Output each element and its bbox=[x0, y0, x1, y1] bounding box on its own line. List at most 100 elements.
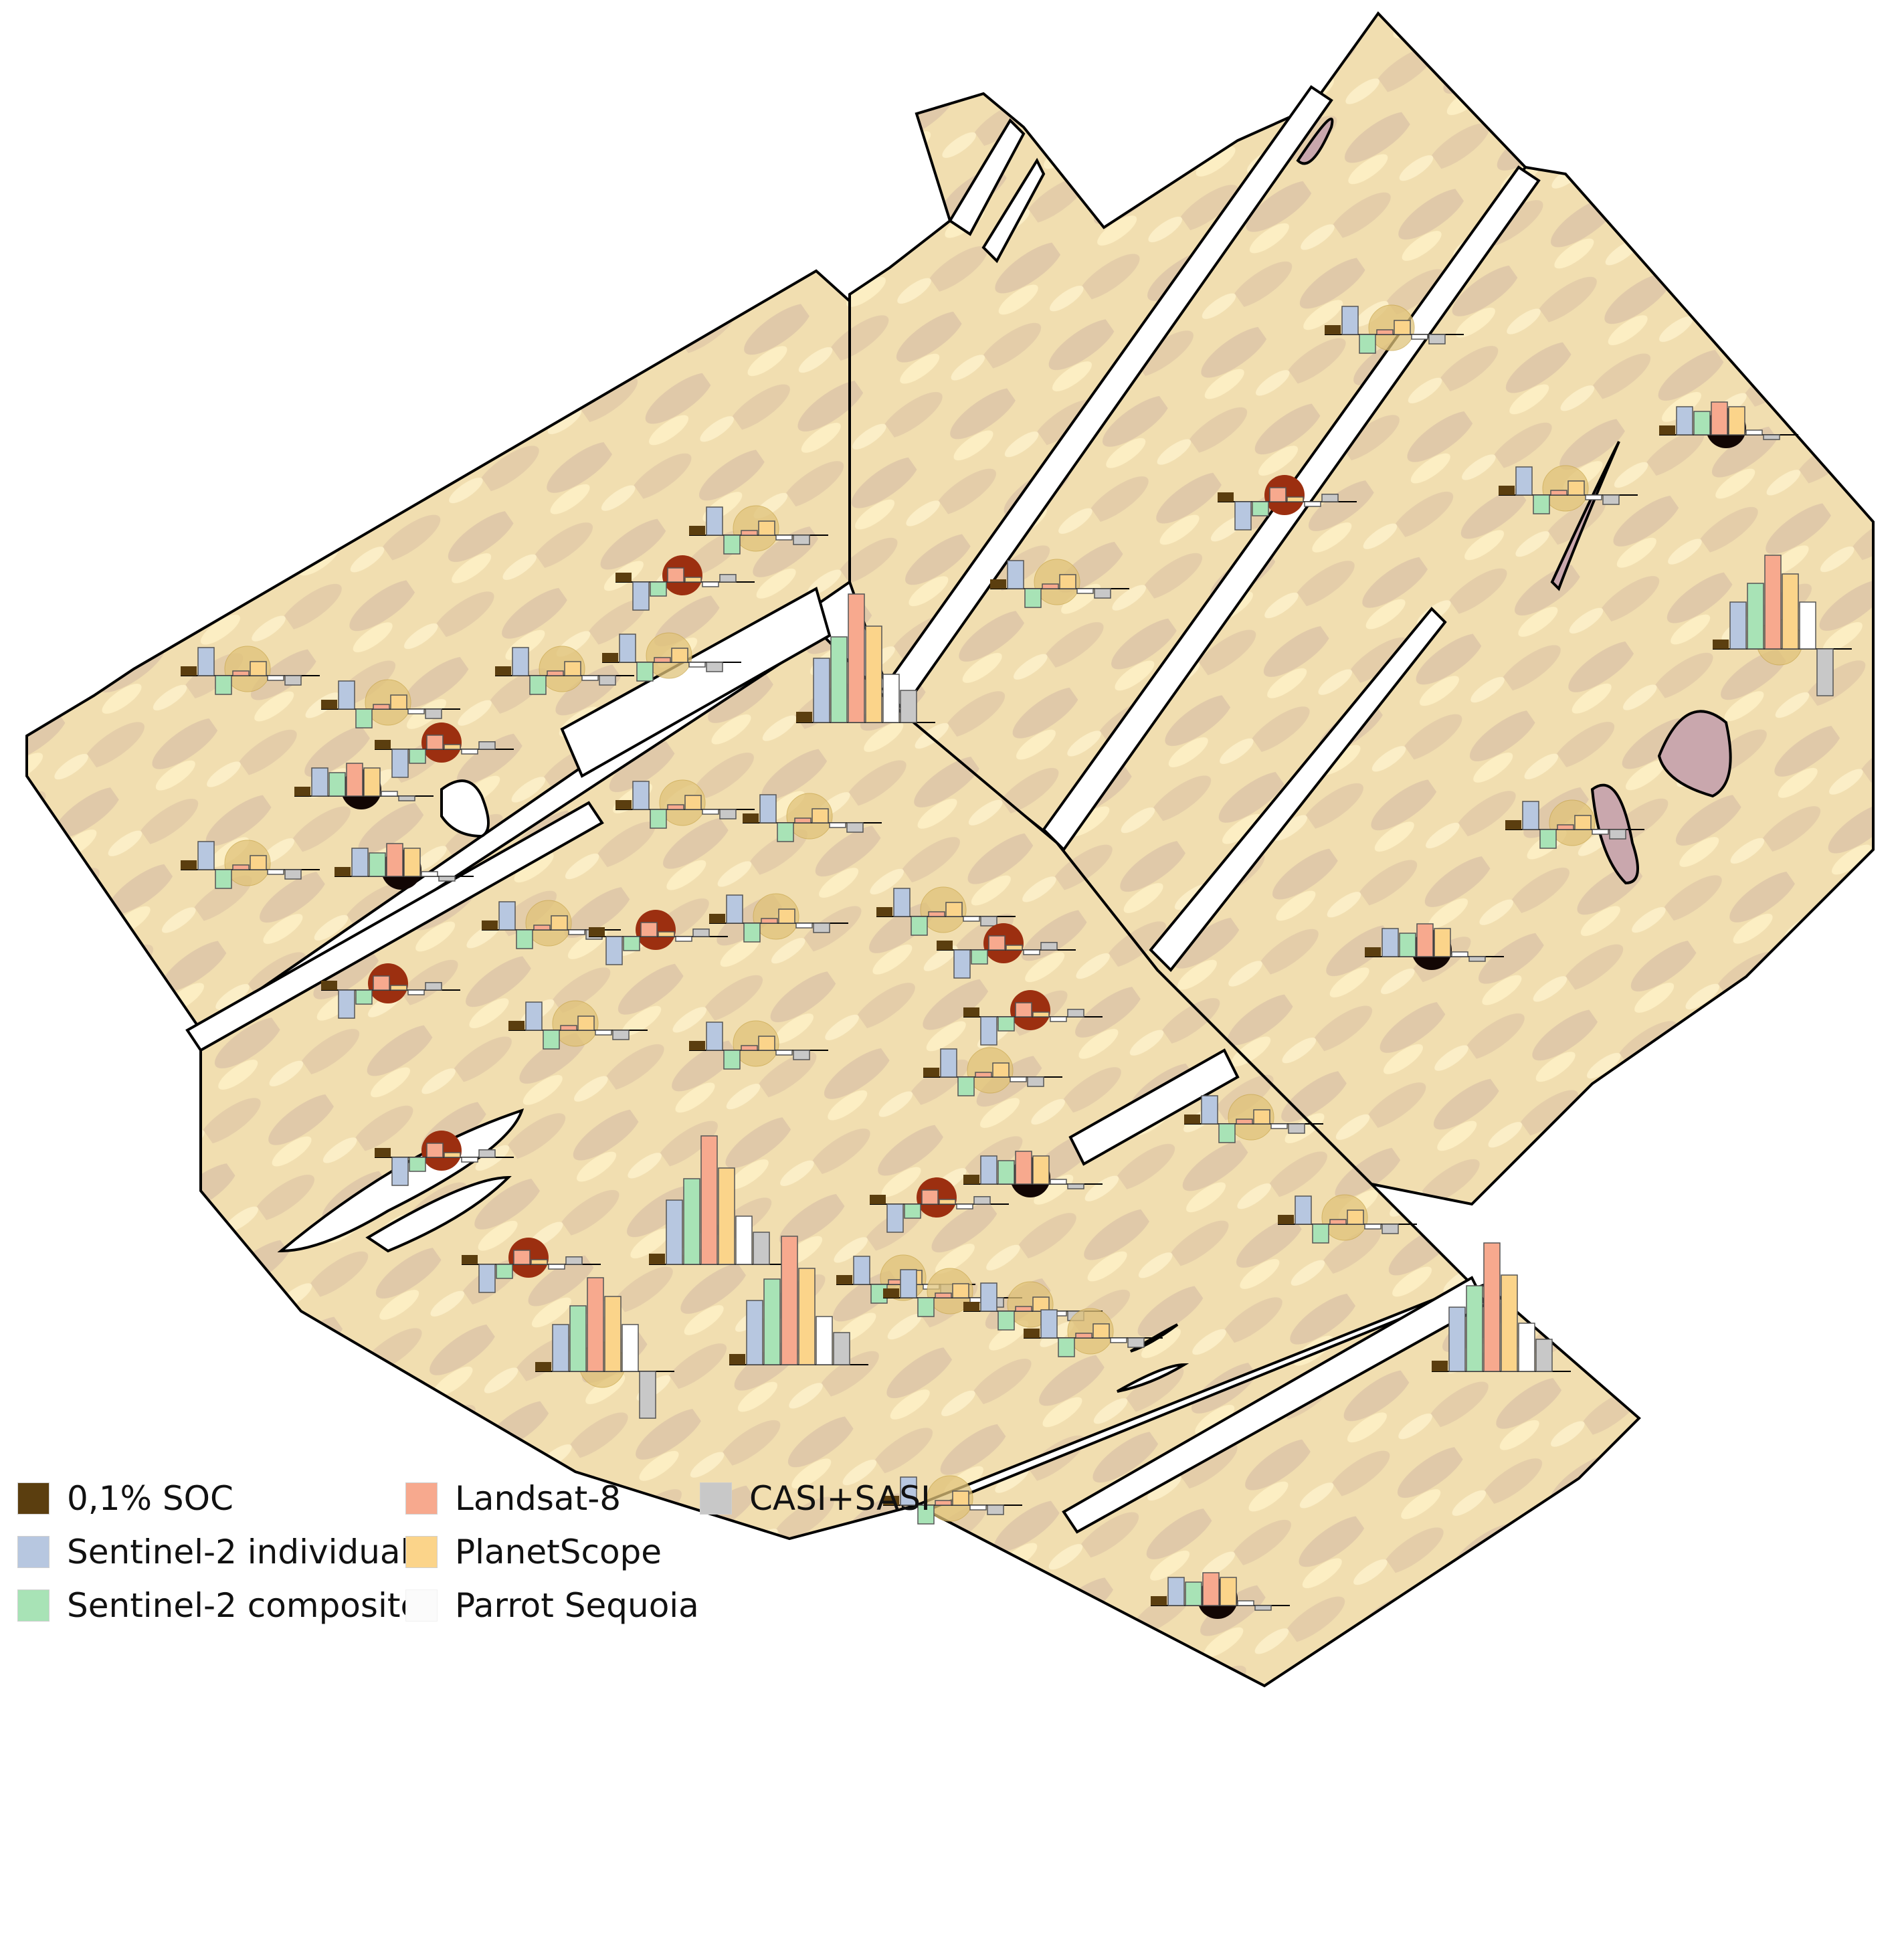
glyph-bar bbox=[1252, 501, 1269, 516]
glyph-bar bbox=[1024, 588, 1042, 608]
glyph-bar bbox=[615, 573, 632, 582]
glyph-bar bbox=[386, 843, 403, 877]
sample-point-glyph bbox=[495, 646, 634, 695]
sample-point-glyph bbox=[729, 1236, 868, 1365]
glyph-bar bbox=[689, 1041, 705, 1050]
glyph-bar bbox=[346, 763, 363, 797]
sample-point-glyph bbox=[883, 1475, 1022, 1525]
glyph-bar bbox=[1468, 956, 1486, 962]
sample-point-glyph bbox=[990, 559, 1129, 608]
glyph-bar bbox=[1270, 1123, 1288, 1129]
glyph-bar bbox=[381, 791, 398, 797]
soc-circle bbox=[525, 900, 572, 947]
glyph-bar bbox=[321, 700, 337, 709]
glyph-bar bbox=[952, 1490, 969, 1506]
glyph-bar bbox=[1676, 406, 1693, 435]
glyph-bar bbox=[870, 1195, 886, 1204]
sample-point-glyph bbox=[796, 593, 935, 723]
glyph-bar bbox=[560, 1025, 577, 1031]
glyph-bar bbox=[741, 1045, 758, 1051]
sample-point-glyph bbox=[1713, 555, 1852, 696]
sample-point-glyph bbox=[1184, 1094, 1323, 1143]
glyph-bar bbox=[911, 916, 928, 936]
glyph-bar bbox=[1067, 1009, 1084, 1017]
glyph-bar bbox=[917, 1505, 935, 1525]
glyph-bar bbox=[1321, 494, 1339, 502]
glyph-bar bbox=[671, 648, 688, 663]
glyph-bar bbox=[615, 800, 632, 809]
glyph-bar bbox=[1006, 945, 1023, 951]
glyph-bar bbox=[812, 808, 829, 823]
glyph-bar bbox=[1799, 601, 1816, 650]
glyph-bar bbox=[1364, 1224, 1382, 1230]
glyph-bar bbox=[407, 708, 425, 714]
soc-circle bbox=[224, 646, 271, 692]
glyph-bar bbox=[444, 1152, 461, 1158]
glyph-bar bbox=[836, 1275, 852, 1284]
glyph-bar bbox=[425, 982, 442, 991]
glyph-bar bbox=[921, 1189, 939, 1205]
sample-point-glyph bbox=[508, 1000, 648, 1050]
sample-point-glyph bbox=[181, 646, 320, 695]
glyph-bar bbox=[1042, 583, 1059, 589]
glyph-bar bbox=[904, 1203, 921, 1219]
glyph-bar bbox=[1032, 1011, 1050, 1017]
sample-point-glyphs bbox=[181, 304, 1852, 1619]
glyph-bar bbox=[980, 1155, 997, 1185]
glyph-bar bbox=[1341, 306, 1359, 335]
glyph-bar bbox=[945, 902, 963, 917]
glyph-bar bbox=[1151, 1596, 1167, 1606]
glyph-bar bbox=[373, 704, 390, 710]
glyph-bar bbox=[363, 767, 381, 797]
glyph-bar bbox=[1432, 1361, 1448, 1371]
glyph-bar bbox=[980, 916, 997, 927]
glyph-bar bbox=[1329, 1219, 1347, 1225]
glyph-bar bbox=[935, 1500, 952, 1506]
glyph-bar bbox=[952, 1283, 969, 1298]
glyph-bar bbox=[1592, 829, 1609, 835]
sample-point-glyph bbox=[937, 923, 1076, 979]
glyph-bar bbox=[778, 908, 795, 924]
glyph-bar bbox=[1220, 1577, 1237, 1606]
legend-label-s2-composite: Sentinel-2 composite bbox=[67, 1586, 421, 1625]
glyph-bar bbox=[1015, 1002, 1032, 1017]
glyph-bar bbox=[508, 1021, 525, 1030]
soc-circle bbox=[967, 1047, 1014, 1094]
glyph-bar bbox=[390, 694, 407, 710]
legend-label-soc: 0,1% SOC bbox=[67, 1479, 233, 1518]
sample-point-glyph bbox=[1499, 465, 1638, 514]
glyph-bar bbox=[403, 848, 421, 877]
glyph-bar bbox=[963, 1302, 979, 1311]
soc-circle bbox=[539, 646, 585, 692]
glyph-bar bbox=[650, 809, 667, 829]
glyph-bar bbox=[1094, 588, 1111, 599]
glyph-bar bbox=[1347, 1209, 1364, 1225]
legend-item-s2-composite: Sentinel-2 composite bbox=[17, 1579, 421, 1632]
glyph-bar bbox=[723, 535, 741, 555]
glyph-bar bbox=[775, 535, 793, 541]
glyph-bar bbox=[813, 923, 830, 933]
glyph-bar bbox=[1448, 1306, 1466, 1372]
glyph-bar bbox=[969, 1505, 987, 1511]
sample-point-glyph bbox=[1505, 799, 1644, 849]
glyph-bar bbox=[900, 1269, 917, 1298]
glyph-bar bbox=[512, 647, 529, 676]
glyph-bar bbox=[535, 1362, 551, 1371]
glyph-bar bbox=[1515, 466, 1533, 496]
sample-point-glyph bbox=[335, 843, 474, 890]
soc-circle bbox=[753, 893, 799, 940]
sample-point-glyph bbox=[876, 886, 1016, 936]
glyph-bar bbox=[1550, 490, 1567, 496]
glyph-bar bbox=[753, 1232, 770, 1265]
glyph-bar bbox=[700, 1135, 718, 1265]
soc-circle bbox=[659, 779, 706, 826]
glyph-bar bbox=[997, 1311, 1015, 1331]
glyph-bar bbox=[425, 708, 442, 719]
map-legend: 0,1% SOC Sentinel-2 individual Sentinel-… bbox=[17, 1472, 967, 1940]
glyph-bar bbox=[1711, 401, 1728, 435]
glyph-bar bbox=[1185, 1581, 1202, 1606]
legend-item-s2-individual: Sentinel-2 individual bbox=[17, 1525, 409, 1579]
glyph-bar bbox=[581, 675, 599, 681]
soc-circle bbox=[1549, 799, 1596, 846]
glyph-bar bbox=[963, 1175, 979, 1184]
